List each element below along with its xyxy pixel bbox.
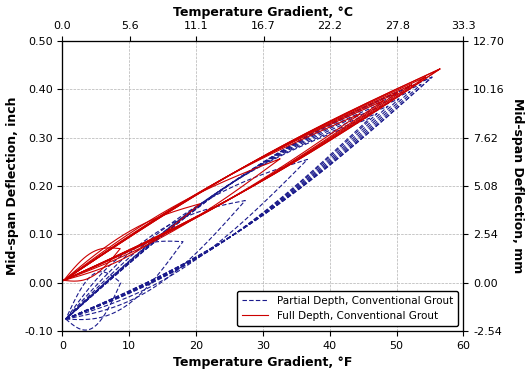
Partial Depth, Conventional Grout (104, 309, 110, 313)
Partial Depth, Conventional Grout (63, 317, 69, 321)
Full Depth, Conventional Grout (61, 278, 67, 283)
Y-axis label: Mid-span Deflection, mm: Mid-span Deflection, mm (511, 98, 525, 274)
Partial Depth, Conventional Grout (70, 300, 77, 305)
Partial Depth, Conventional Grout (73, 325, 79, 329)
Partial Depth, Conventional Grout (98, 270, 104, 274)
Legend: Partial Depth, Conventional Grout, Full Depth, Conventional Grout: Partial Depth, Conventional Grout, Full … (237, 291, 458, 326)
Partial Depth, Conventional Grout (63, 317, 69, 321)
Y-axis label: Mid-span Deflection, inch: Mid-span Deflection, inch (5, 97, 19, 275)
Full Depth, Conventional Grout (109, 256, 116, 261)
Line: Full Depth, Conventional Grout: Full Depth, Conventional Grout (64, 248, 120, 281)
Partial Depth, Conventional Grout (110, 297, 116, 302)
X-axis label: Temperature Gradient, °F: Temperature Gradient, °F (173, 357, 352, 369)
Full Depth, Conventional Grout (112, 246, 118, 250)
Full Depth, Conventional Grout (71, 279, 77, 284)
Full Depth, Conventional Grout (60, 278, 67, 283)
X-axis label: Temperature Gradient, °C: Temperature Gradient, °C (173, 6, 353, 18)
Full Depth, Conventional Grout (72, 279, 78, 284)
Full Depth, Conventional Grout (107, 246, 113, 250)
Full Depth, Conventional Grout (60, 278, 67, 283)
Full Depth, Conventional Grout (103, 263, 109, 267)
Partial Depth, Conventional Grout (63, 317, 69, 322)
Line: Partial Depth, Conventional Grout: Partial Depth, Conventional Grout (66, 272, 121, 330)
Partial Depth, Conventional Grout (112, 276, 119, 281)
Full Depth, Conventional Grout (68, 268, 75, 273)
Partial Depth, Conventional Grout (82, 328, 89, 332)
